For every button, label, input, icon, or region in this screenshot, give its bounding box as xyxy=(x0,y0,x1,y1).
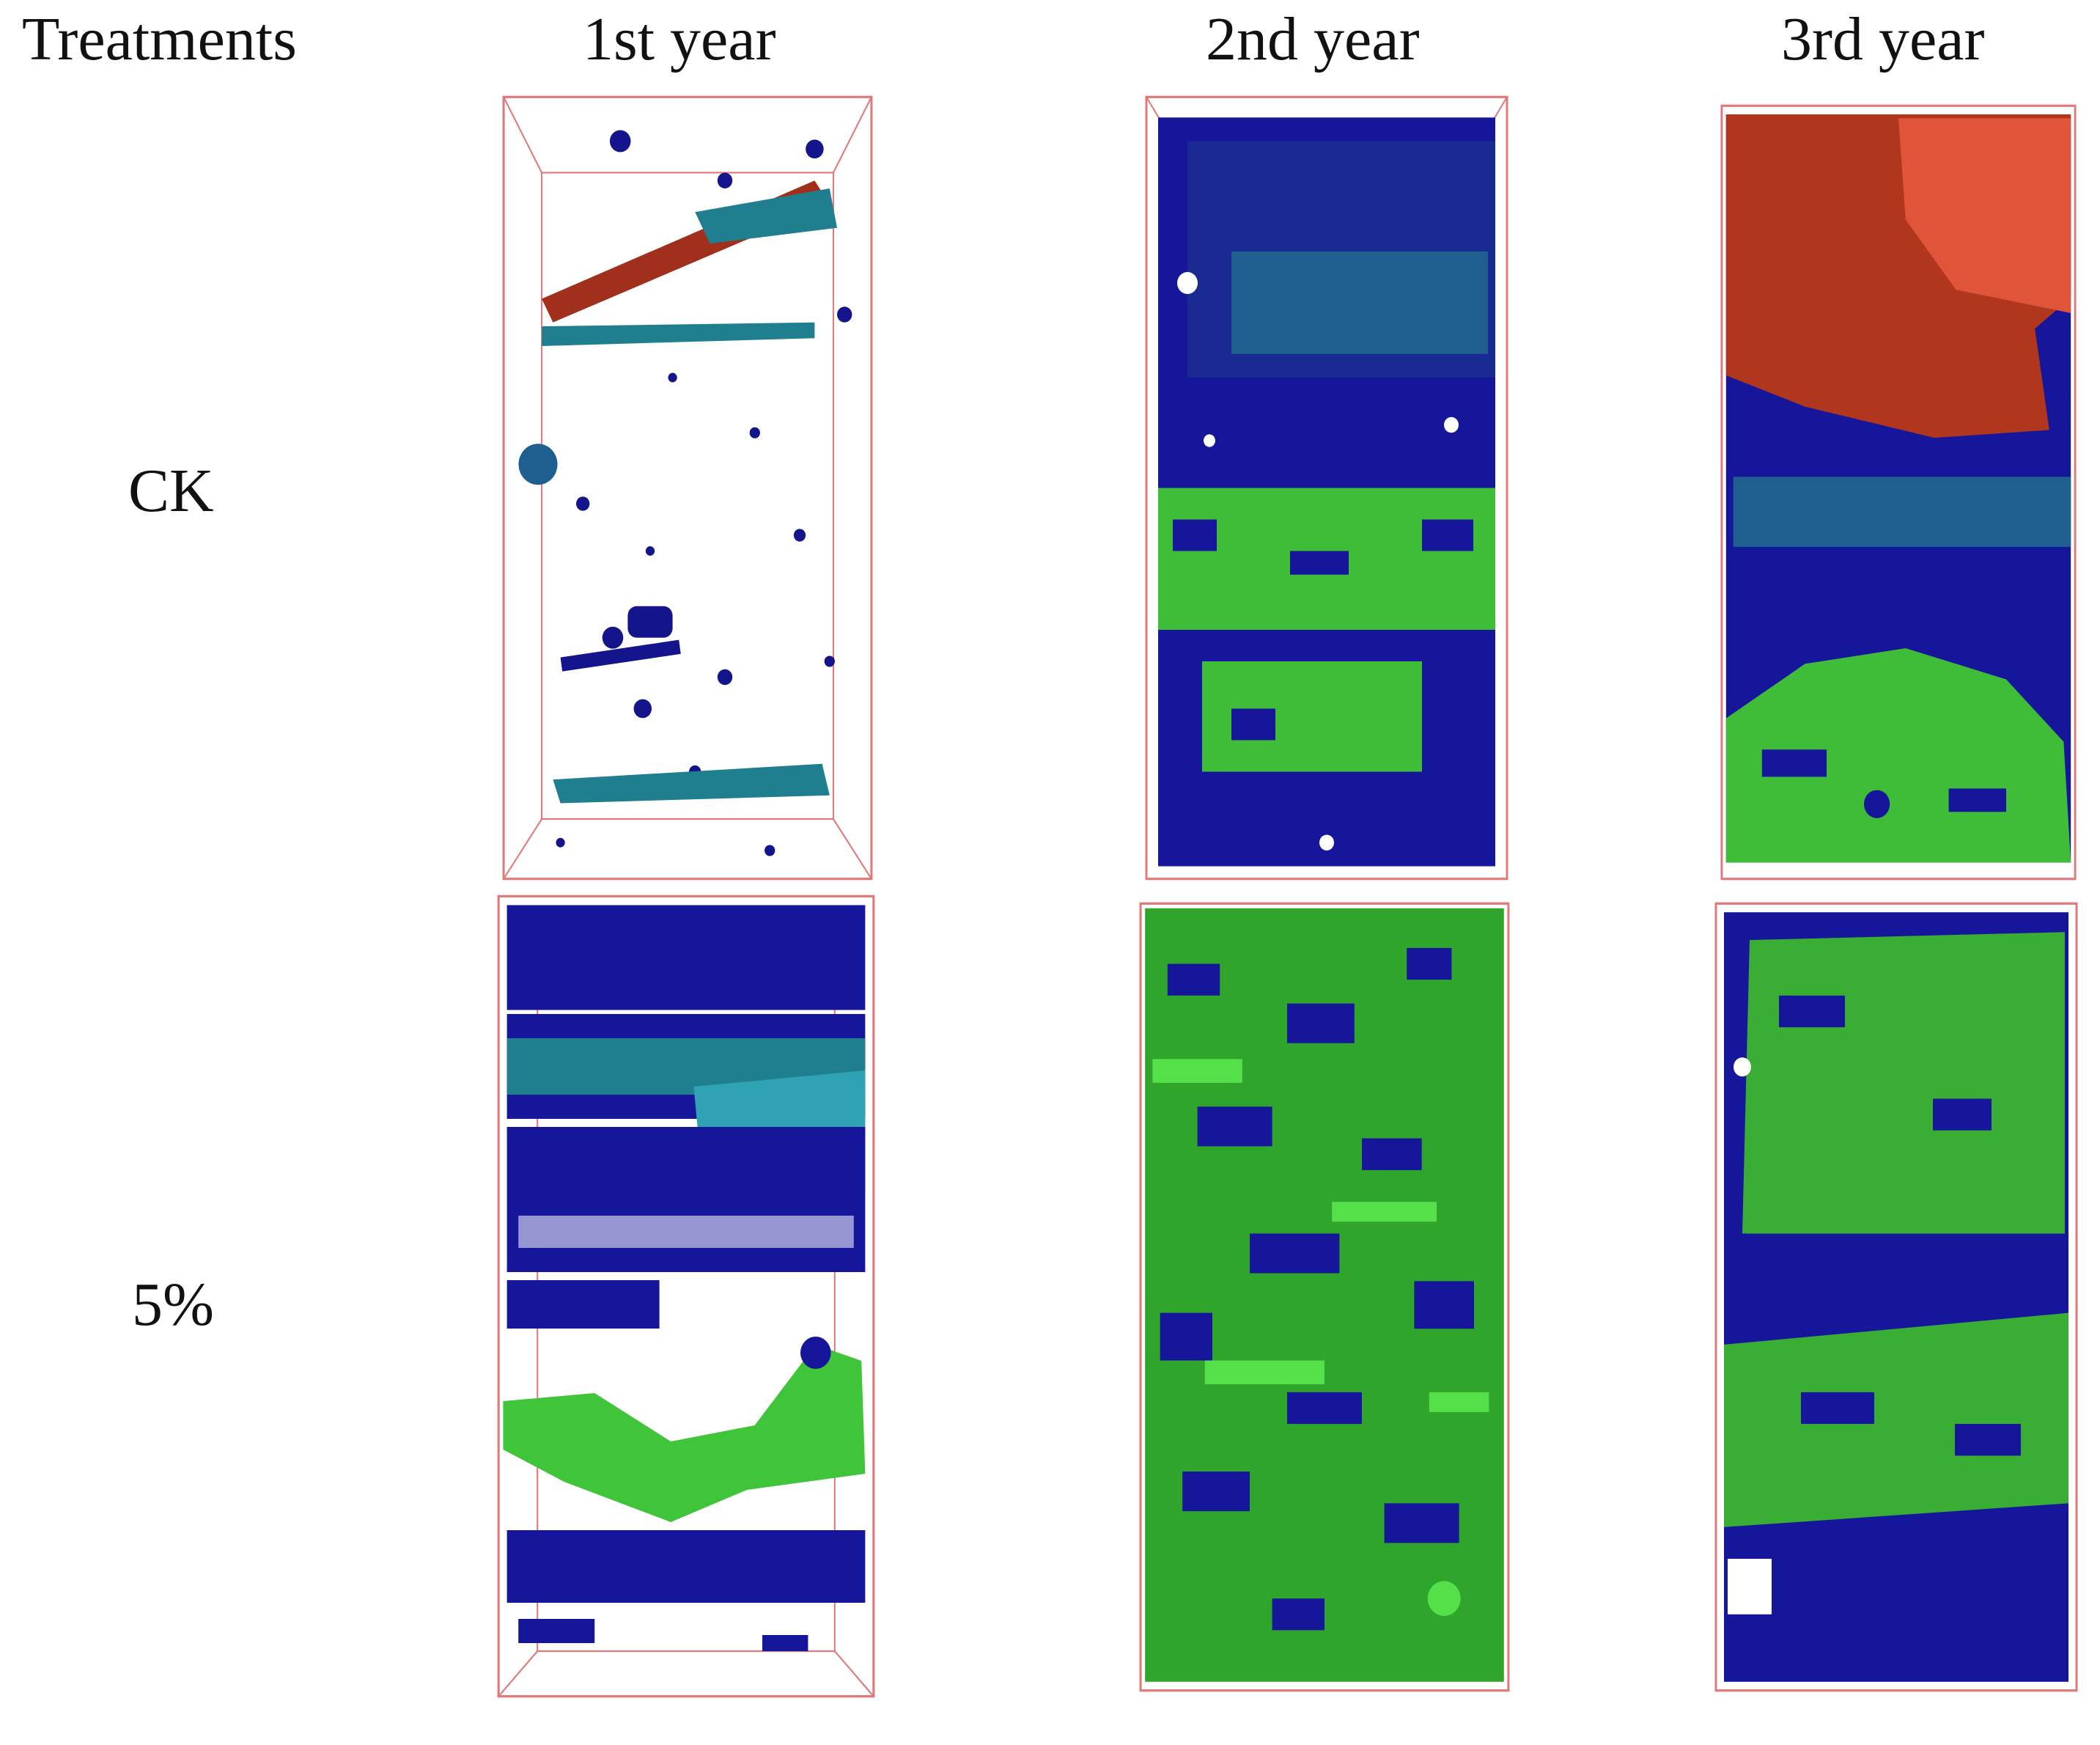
treatments-header: Treatments xyxy=(22,5,297,73)
row-label-5-percent: 5% xyxy=(132,1271,214,1339)
column-header-1st-year: 1st year xyxy=(583,5,776,73)
ct-image-5pct-year-1 xyxy=(495,893,877,1700)
ct-image-ck-year-3 xyxy=(1719,103,2078,882)
ct-image-ck-year-2 xyxy=(1143,94,1510,882)
ct-image-ck-year-1 xyxy=(501,94,874,882)
column-header-2nd-year: 2nd year xyxy=(1206,5,1420,73)
ct-image-5pct-year-2 xyxy=(1138,900,1511,1694)
row-label-ck: CK xyxy=(128,457,214,525)
ct-image-5pct-year-3 xyxy=(1713,900,2079,1694)
column-header-3rd-year: 3rd year xyxy=(1781,5,1985,73)
